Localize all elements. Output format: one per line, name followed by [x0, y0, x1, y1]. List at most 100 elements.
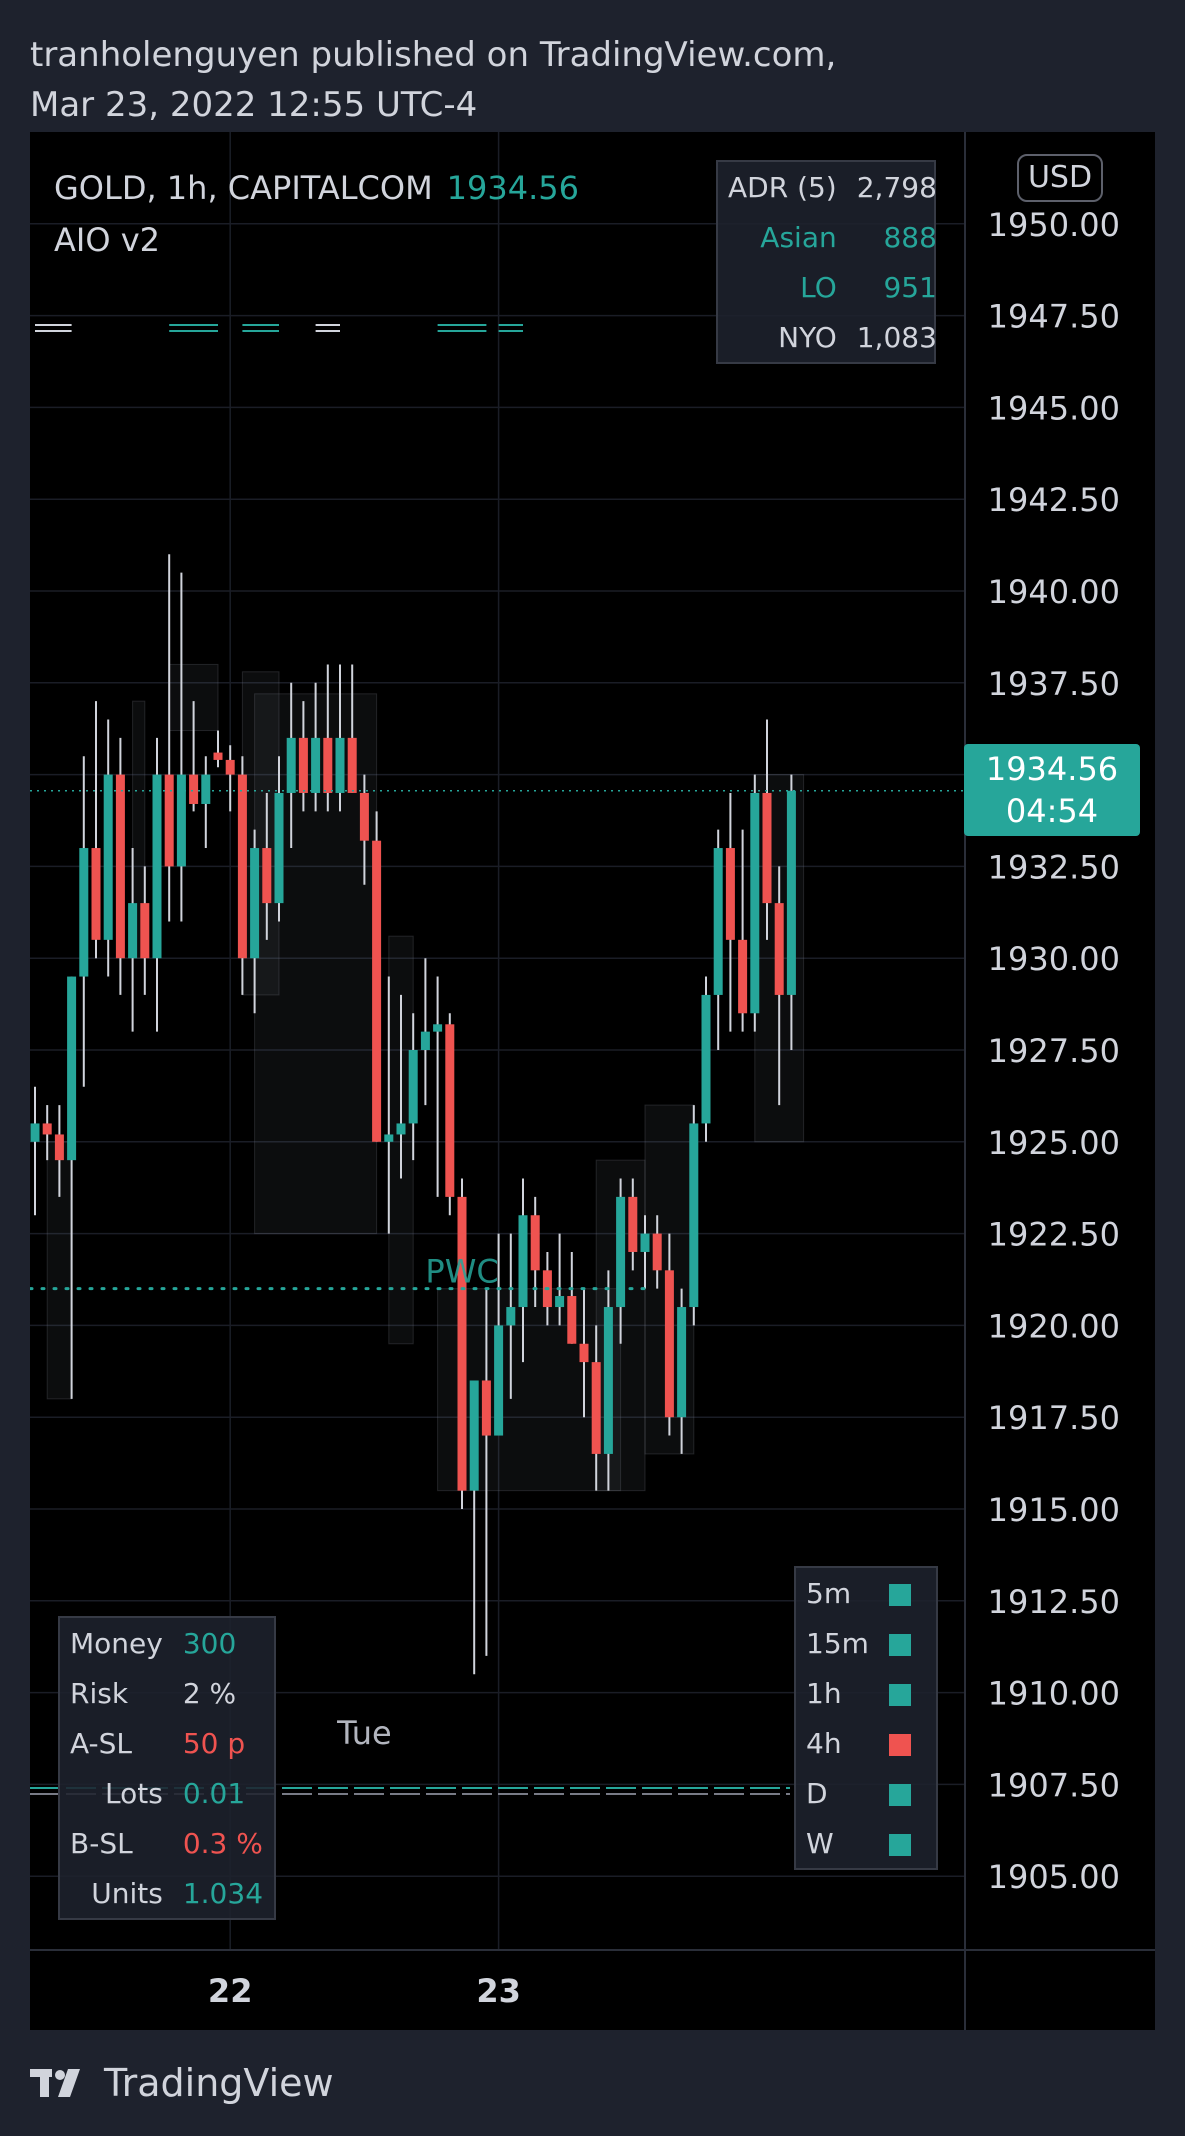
timeframe-label: 4h [806, 1726, 842, 1760]
timeframe-label: D [806, 1776, 828, 1810]
y-tick-label: 1932.50 [988, 848, 1120, 886]
candle-body [689, 1123, 699, 1308]
candle-body [152, 774, 162, 959]
y-tick-label: 1905.00 [988, 1858, 1120, 1896]
adr-row: ADR (5) 2,798 [718, 162, 947, 212]
candle-body [262, 848, 272, 904]
indicator-name[interactable]: AIO v2 [54, 221, 160, 259]
timeframe-label: W [806, 1826, 834, 1860]
timeframe-label: 15m [806, 1626, 869, 1660]
candlestick-chart[interactable]: PWC Tue 1950.00 1947.50 1945.00 1942.50 1940.0… [30, 132, 1155, 2030]
adr-row-name: ADR (5) [728, 170, 837, 204]
risk-row-value: 2 % [182, 1676, 237, 1710]
brand-name: TradingView [104, 2061, 334, 2105]
candle-body [323, 737, 333, 793]
y-tick-label: 1927.50 [988, 1032, 1120, 1070]
risk-row-value: 0.3 % [182, 1826, 263, 1860]
trend-swatch [888, 1733, 911, 1756]
risk-row-value: 0.01 [182, 1776, 246, 1810]
timeframe-row: D [796, 1768, 921, 1818]
risk-row-name: B-SL [70, 1826, 133, 1860]
publish-date: Mar 23, 2022 12:55 UTC-4 [30, 85, 478, 125]
candle-body [140, 903, 150, 959]
adr-row-value: 888 [883, 220, 937, 254]
risk-calculator-table: Money 300 Risk 2 % A-SL 50 p Lots 0.01 B-SL 0.3 %… [58, 1616, 276, 1920]
timeframe-row: W [796, 1818, 921, 1868]
risk-row-value: 1.034 [182, 1876, 264, 1910]
session-range-box [132, 700, 146, 959]
risk-row: A-SL 50 p [60, 1718, 273, 1768]
publish-header: tranholenguyen published on TradingView.… [30, 30, 836, 130]
timeframe-row: 5m [796, 1568, 921, 1618]
risk-row: Units 1.034 [60, 1868, 273, 1918]
risk-row: B-SL 0.3 % [60, 1818, 273, 1868]
candle-body [225, 759, 235, 775]
trend-swatch-cell [879, 1668, 921, 1718]
candle-body [616, 1196, 626, 1308]
candle-body [555, 1296, 565, 1308]
trend-swatch [888, 1583, 911, 1606]
candle-body [408, 1050, 418, 1124]
candle-body [481, 1380, 491, 1436]
candle-body [762, 792, 772, 904]
adr-row: Asian 888 [718, 212, 947, 262]
chart-legend: GOLD, 1h, CAPITALCOM 1934.56 AIO v2 [54, 162, 579, 266]
chart-frame[interactable]: PWC Tue 1950.00 1947.50 1945.00 1942.50 1940.0… [30, 132, 1155, 2030]
y-tick-label: 1910.00 [988, 1675, 1120, 1713]
candle-body [677, 1307, 687, 1418]
candle-body [286, 737, 296, 793]
candle-body [250, 848, 260, 959]
candle-body [201, 774, 211, 804]
legend-last-price: 1934.56 [446, 169, 579, 207]
timeframe-trend-table: 5m 15m 1h 4h D W [794, 1566, 938, 1870]
candle-body [67, 976, 77, 1161]
trend-swatch-cell [879, 1718, 921, 1768]
candle-body [91, 848, 101, 940]
adr-row: LO 951 [718, 262, 947, 312]
candle-body [701, 994, 711, 1124]
y-tick-label: 1930.00 [988, 940, 1120, 978]
y-tick-label: 1940.00 [988, 573, 1120, 611]
risk-row-value: 50 p [182, 1726, 246, 1760]
trend-swatch-cell [879, 1568, 921, 1618]
candle-body [372, 840, 382, 1142]
y-tick-label: 1950.00 [988, 206, 1120, 244]
adr-row-value: 1,083 [856, 320, 937, 354]
risk-row: Risk 2 % [60, 1668, 273, 1718]
candle-body [774, 903, 784, 995]
timeframe-row: 15m [796, 1618, 921, 1668]
candle-body [506, 1307, 516, 1326]
candle-body [652, 1233, 662, 1271]
adr-row-value: 951 [883, 270, 937, 304]
candle-body [213, 752, 223, 760]
candle-body [433, 1024, 443, 1032]
trend-swatch [888, 1683, 911, 1706]
y-tick-label: 1945.00 [988, 389, 1120, 427]
candle-body [79, 848, 89, 977]
y-tick-label: 1942.50 [988, 481, 1120, 519]
candle-body [347, 737, 357, 793]
currency-badge[interactable]: USD [1017, 154, 1103, 202]
candle-body [494, 1325, 504, 1436]
y-tick-label: 1917.50 [988, 1399, 1120, 1437]
candle-body [469, 1380, 479, 1491]
trend-swatch [888, 1833, 911, 1856]
tradingview-brand[interactable]: TradingView [30, 2058, 334, 2108]
candle-body [664, 1270, 674, 1418]
price-tag-countdown: 04:54 [1005, 792, 1099, 830]
risk-row-name: Lots [105, 1776, 163, 1810]
adr-row-value: 2,798 [856, 170, 937, 204]
y-tick-label: 1922.50 [988, 1216, 1120, 1254]
adr-row-name: Asian [760, 220, 837, 254]
adr-row-name: NYO [778, 320, 837, 354]
price-tag-value: 1934.56 [985, 750, 1119, 788]
symbol-line[interactable]: GOLD, 1h, CAPITALCOM [54, 169, 433, 207]
x-tick-label: 23 [476, 1972, 521, 2010]
candle-body [189, 774, 199, 804]
y-tick-label: 1925.00 [988, 1124, 1120, 1162]
risk-row-name: Risk [70, 1676, 129, 1710]
candle-body [115, 774, 125, 959]
candle-body [567, 1296, 577, 1344]
candle-body [750, 792, 760, 1014]
current-price-tag: 1934.56 04:54 [964, 744, 1140, 836]
